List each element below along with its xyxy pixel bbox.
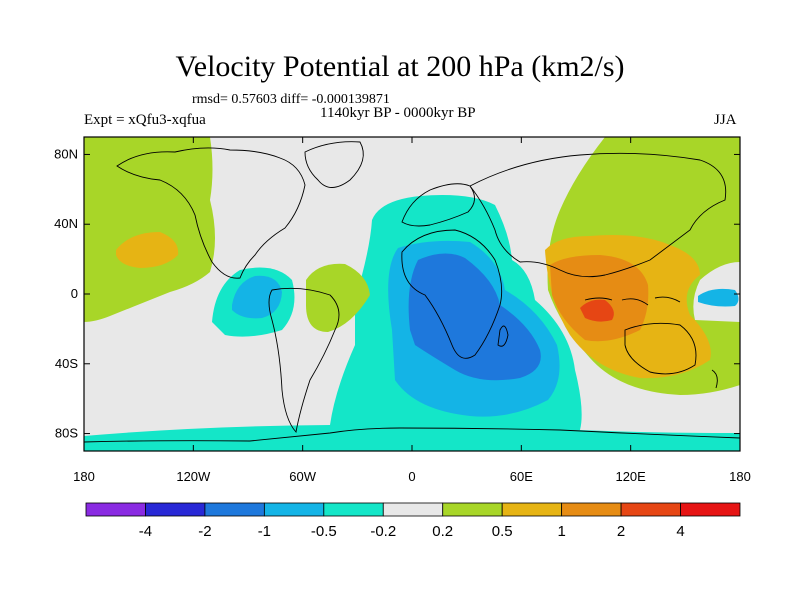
colorbar-swatch [204,502,265,517]
colorbar-swatch [145,502,206,517]
positive-region-west-mid [116,232,179,268]
colorbar-swatch [382,502,444,517]
x-tick-label: 120E [615,469,646,484]
axis-ticks: 180 120W 60W 0 60E 120E 180 80N 40N 0 40S 80S [54,137,751,484]
colorbar-swatch [263,502,325,517]
x-tick-label: 60W [289,469,316,484]
colorbar-swatch [680,502,741,517]
x-tick-label: 60E [510,469,533,484]
x-tick-label: 0 [408,469,415,484]
colorbar-label: 4 [676,523,684,540]
x-tick-label: 120W [176,469,211,484]
y-tick-label: 80N [54,146,78,161]
colorbar-label: 2 [617,523,625,540]
y-tick-label: 0 [71,286,78,301]
colorbar-label: -4 [139,523,152,540]
colorbar-label: 0.5 [492,523,513,540]
y-tick-label: 40N [54,216,78,231]
season-label: JJA [714,112,737,128]
colorbar-label: -0.5 [311,523,337,540]
colorbar: -4 -2 -1 -0.5 -0.2 0.2 0.5 1 2 4 [85,502,741,540]
period-label: 1140kyr BP - 0000kyr BP [320,105,476,121]
y-tick-label: 80S [55,426,78,441]
colorbar-swatch [323,502,384,517]
y-tick-label: 40S [55,356,78,371]
colorbar-label: 1 [557,523,565,540]
colorbar-swatch [85,502,146,517]
chart-title: Velocity Potential at 200 hPa (km2/s) [175,50,625,83]
negative-region-pacific-mid [698,288,739,307]
colorbar-swatch [620,502,681,517]
colorbar-label: -1 [258,523,271,540]
negative-region-high [408,253,541,381]
x-tick-label: 180 [729,469,751,484]
colorbar-swatch [442,502,503,517]
positive-region-atlantic-light [306,263,370,332]
colorbar-label: -0.2 [370,523,396,540]
stats-label: rmsd= 0.57603 diff= -0.000139871 [192,92,390,107]
colorbar-label: 0.2 [432,523,453,540]
experiment-label: Expt = xQfu3-xqfua [84,112,206,128]
positive-region-west-light [84,137,215,322]
positive-region-east-peak [580,299,614,322]
x-tick-label: 180 [73,469,95,484]
colorbar-swatch [501,502,563,517]
colorbar-label: -2 [198,523,211,540]
coastlines [84,141,740,443]
map-plot-area [84,137,740,451]
colorbar-swatch [561,502,622,517]
